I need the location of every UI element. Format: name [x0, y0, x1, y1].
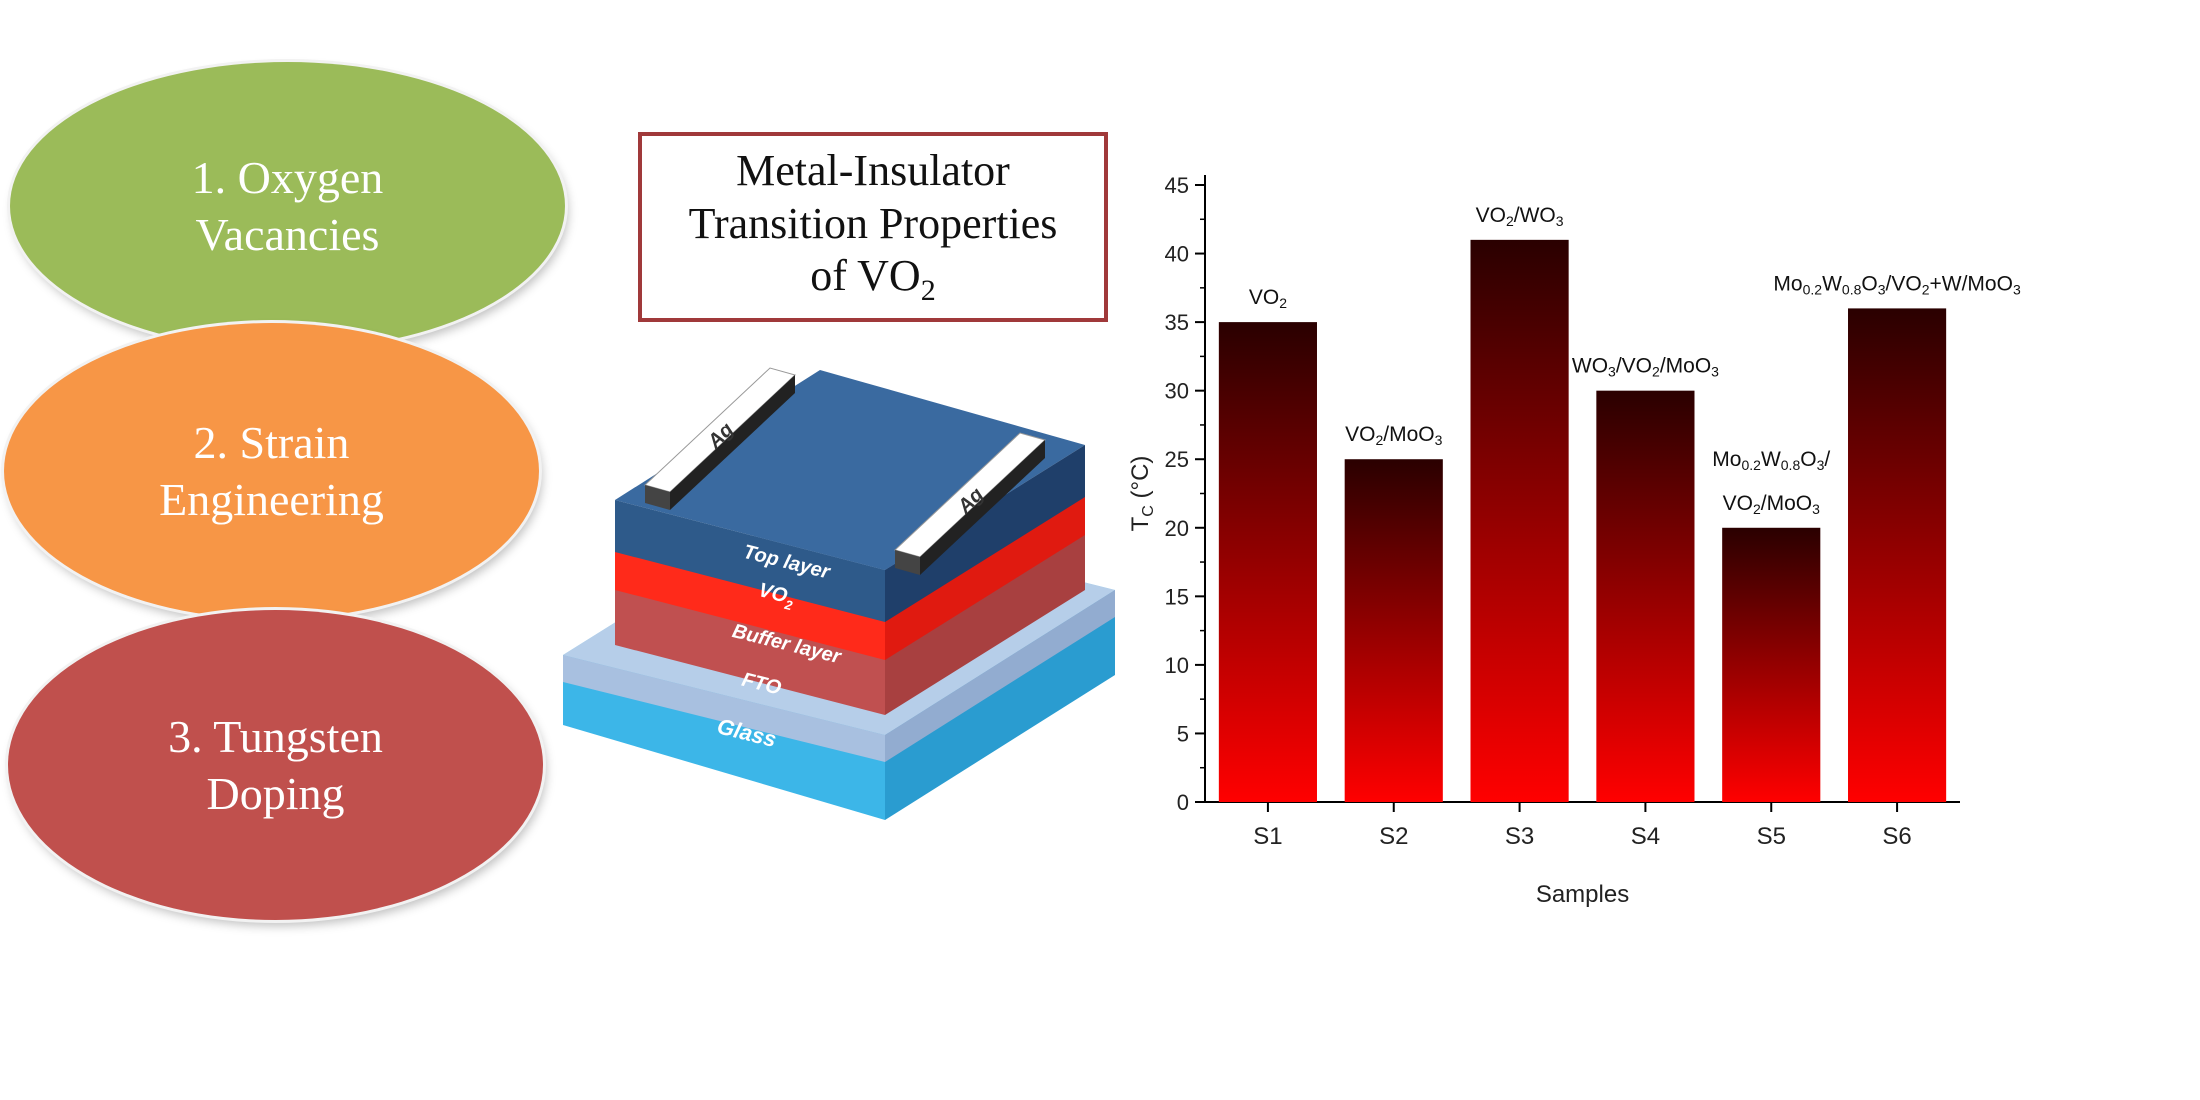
y-tick-label: 0 — [1177, 790, 1189, 815]
fto-side-face — [885, 590, 1115, 762]
ag-left-side — [670, 375, 795, 510]
ellipse-label: 2. Strain Engineering — [159, 416, 384, 526]
ellipse-oxygen-vacancies: 1. Oxygen Vacancies — [10, 62, 565, 350]
ellipse-strain-engineering: 2. Strain Engineering — [4, 323, 539, 619]
bar-label: VO2/MoO3 — [1345, 423, 1442, 448]
bar-s6 — [1848, 308, 1947, 802]
ellipse-label: 1. Oxygen Vacancies — [191, 151, 384, 261]
title-line-3-sub: 2 — [920, 274, 936, 308]
bar-label: VO2 — [1249, 286, 1287, 311]
buffer-side-face — [885, 530, 1085, 715]
bar-label: VO2/MoO3 — [1723, 492, 1820, 517]
y-tick-label: 10 — [1165, 653, 1189, 678]
ag-left-front — [645, 485, 670, 510]
bar-s2 — [1344, 459, 1443, 802]
ag-right-side — [920, 440, 1045, 575]
title-line-3-text: of VO — [810, 251, 921, 301]
fto-front-face — [563, 655, 885, 762]
top-layer-front-face — [615, 500, 885, 622]
title-line-3: of VO2 — [810, 250, 935, 309]
x-tick-label: S3 — [1505, 823, 1534, 850]
x-tick-label: S2 — [1379, 823, 1408, 850]
x-tick-label: S4 — [1631, 823, 1660, 850]
vo2-front-face — [615, 550, 885, 660]
y-tick-label: 30 — [1165, 379, 1189, 404]
bar-label: Mo0.2W0.8O3/ — [1712, 448, 1830, 473]
y-tick-label: 15 — [1165, 584, 1189, 609]
y-tick-label: 45 — [1165, 173, 1189, 198]
x-tick-label: S5 — [1757, 823, 1786, 850]
bar-label: VO2/WO3 — [1476, 204, 1564, 229]
bar-label: Mo0.2W0.8O3/VO2+W/MoO3 — [1773, 272, 2021, 297]
y-tick-label: 5 — [1177, 721, 1189, 746]
title-box: Metal-Insulator Transition Properties of… — [638, 132, 1108, 322]
device-stack-diagram: Ag Ag Top layer VO2 Buffer layer FTO Gla… — [563, 367, 1115, 820]
ellipse-tungsten-doping: 3. Tungsten Doping — [8, 610, 543, 920]
bar-chart: 0 5 10 15 20 25 30 35 40 45 S1 VO2 S2 VO2/MoO3 S3 VO2/W… — [1127, 173, 2021, 908]
y-tick-label: 35 — [1165, 310, 1189, 335]
bar-s5 — [1722, 527, 1821, 802]
top-layer-side-face — [885, 445, 1085, 622]
bar-label: WO3/VO2/MoO3 — [1572, 355, 1719, 380]
x-tick-label: S1 — [1253, 823, 1282, 850]
x-axis-label: Samples — [1536, 881, 1629, 908]
ag-right-front — [895, 550, 920, 575]
vo2-side-face — [885, 495, 1085, 660]
y-tick-label: 20 — [1165, 516, 1189, 541]
x-tick-label: S6 — [1882, 823, 1911, 850]
bar-s4 — [1596, 390, 1695, 802]
title-line-2: Transition Properties — [688, 198, 1058, 248]
y-tick-label: 25 — [1165, 447, 1189, 472]
bar-s1 — [1218, 322, 1317, 802]
ellipse-label: 3. Tungsten Doping — [168, 710, 383, 820]
title-line-1: Metal-Insulator — [736, 145, 1010, 195]
bar-s3 — [1470, 239, 1569, 802]
top-layer-top-face — [615, 370, 1085, 570]
buffer-front-face — [615, 585, 885, 715]
y-tick-label: 40 — [1165, 242, 1189, 267]
y-axis-label: TC (°C) — [1127, 456, 1157, 532]
